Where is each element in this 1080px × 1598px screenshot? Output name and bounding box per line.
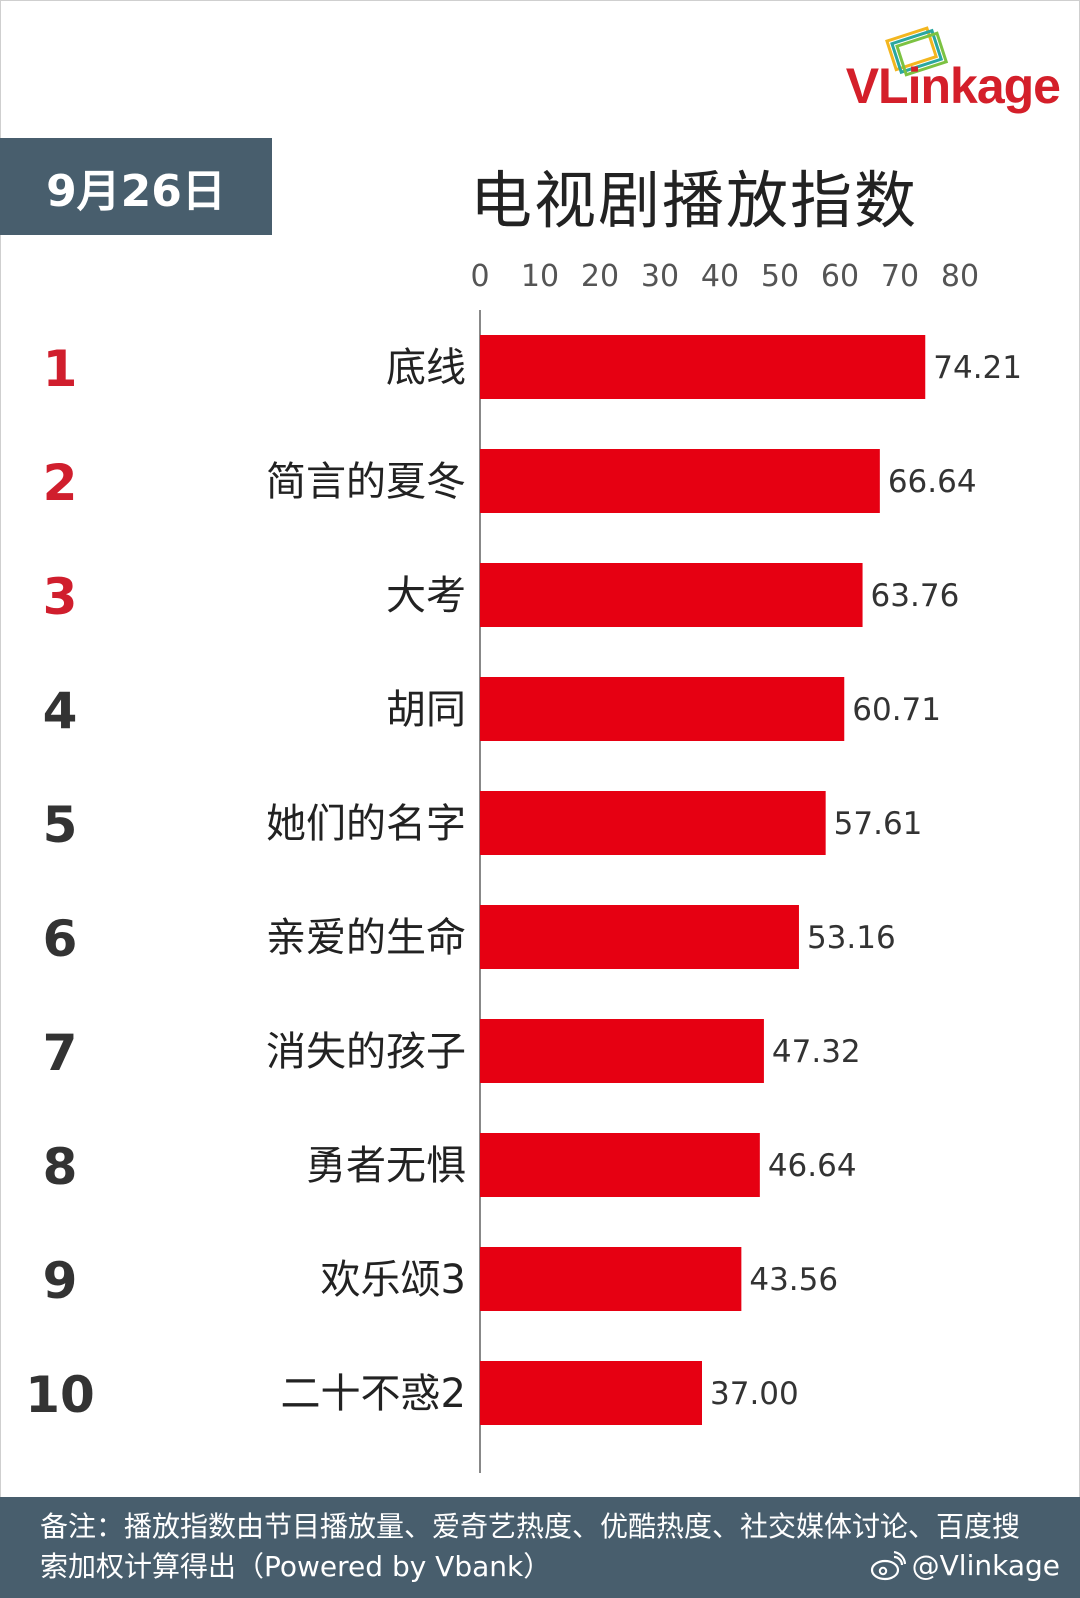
bar bbox=[480, 449, 880, 513]
chart-title: 电视剧播放指数 bbox=[470, 164, 919, 237]
footer: 备注：播放指数由节目播放量、爱奇艺热度、优酷热度、社交媒体讨论、百度搜索加权计算… bbox=[0, 1497, 1080, 1598]
weibo-handle[interactable]: @Vlinkage bbox=[870, 1546, 1060, 1586]
rank-number: 5 bbox=[43, 796, 78, 854]
rank-number: 3 bbox=[43, 568, 78, 626]
x-tick-label: 80 bbox=[941, 259, 979, 294]
bar bbox=[480, 1247, 742, 1311]
rank-number: 9 bbox=[43, 1252, 78, 1310]
data-label: 66.64 bbox=[888, 464, 977, 500]
data-label: 60.71 bbox=[852, 692, 941, 728]
bar bbox=[480, 677, 845, 741]
category-label: 她们的名字 bbox=[266, 801, 466, 847]
data-label: 46.64 bbox=[768, 1148, 857, 1184]
bar bbox=[480, 905, 799, 969]
x-tick-label: 70 bbox=[881, 259, 919, 294]
x-tick-label: 50 bbox=[761, 259, 799, 294]
data-label: 63.76 bbox=[871, 578, 960, 614]
rank-number: 2 bbox=[43, 454, 78, 512]
bar bbox=[480, 335, 926, 399]
data-label: 47.32 bbox=[772, 1034, 861, 1070]
footer-note: 备注：播放指数由节目播放量、爱奇艺热度、优酷热度、社交媒体讨论、百度搜索加权计算… bbox=[40, 1510, 1021, 1583]
x-tick-label: 40 bbox=[701, 259, 739, 294]
cards-logo-icon bbox=[885, 26, 949, 77]
data-label: 74.21 bbox=[933, 350, 1022, 386]
category-label: 欢乐颂3 bbox=[321, 1257, 466, 1303]
data-label: 53.16 bbox=[807, 920, 896, 956]
data-label: 57.61 bbox=[834, 806, 923, 842]
bar-chart: 0 10 20 30 40 50 60 70 80 74.21 底线 1 66.64 简言的夏冬 2 63.7… bbox=[25, 259, 1022, 1473]
bar bbox=[480, 791, 826, 855]
data-label: 37.00 bbox=[710, 1376, 799, 1412]
x-tick-label: 0 bbox=[470, 259, 489, 294]
bar bbox=[480, 1019, 764, 1083]
bar bbox=[480, 1133, 760, 1197]
category-label: 消失的孩子 bbox=[266, 1029, 466, 1075]
x-tick-label: 10 bbox=[521, 259, 559, 294]
x-tick-label: 60 bbox=[821, 259, 859, 294]
rank-number: 10 bbox=[25, 1366, 95, 1424]
category-label: 二十不惑2 bbox=[281, 1371, 466, 1417]
category-label: 亲爱的生命 bbox=[266, 915, 466, 961]
rank-number: 7 bbox=[43, 1024, 78, 1082]
category-label: 勇者无惧 bbox=[306, 1143, 466, 1189]
category-label: 胡同 bbox=[386, 687, 466, 733]
rank-number: 8 bbox=[43, 1138, 78, 1196]
weibo-handle-text: @Vlinkage bbox=[911, 1549, 1060, 1582]
category-label: 大考 bbox=[386, 573, 466, 619]
date-badge: 9月26日 bbox=[0, 138, 272, 235]
category-label: 简言的夏冬 bbox=[266, 459, 466, 505]
rank-number: 4 bbox=[43, 682, 78, 740]
data-label: 43.56 bbox=[749, 1262, 838, 1298]
bar bbox=[480, 1361, 702, 1425]
logo-text: VLinkage bbox=[845, 58, 1061, 114]
bar bbox=[480, 563, 863, 627]
rank-number: 6 bbox=[43, 910, 78, 968]
weibo-icon bbox=[870, 1551, 906, 1581]
vlinkage-logo: VLinkage bbox=[800, 15, 1061, 125]
x-tick-label: 30 bbox=[641, 259, 679, 294]
category-label: 底线 bbox=[386, 345, 466, 391]
x-tick-label: 20 bbox=[581, 259, 619, 294]
rank-number: 1 bbox=[43, 340, 78, 398]
